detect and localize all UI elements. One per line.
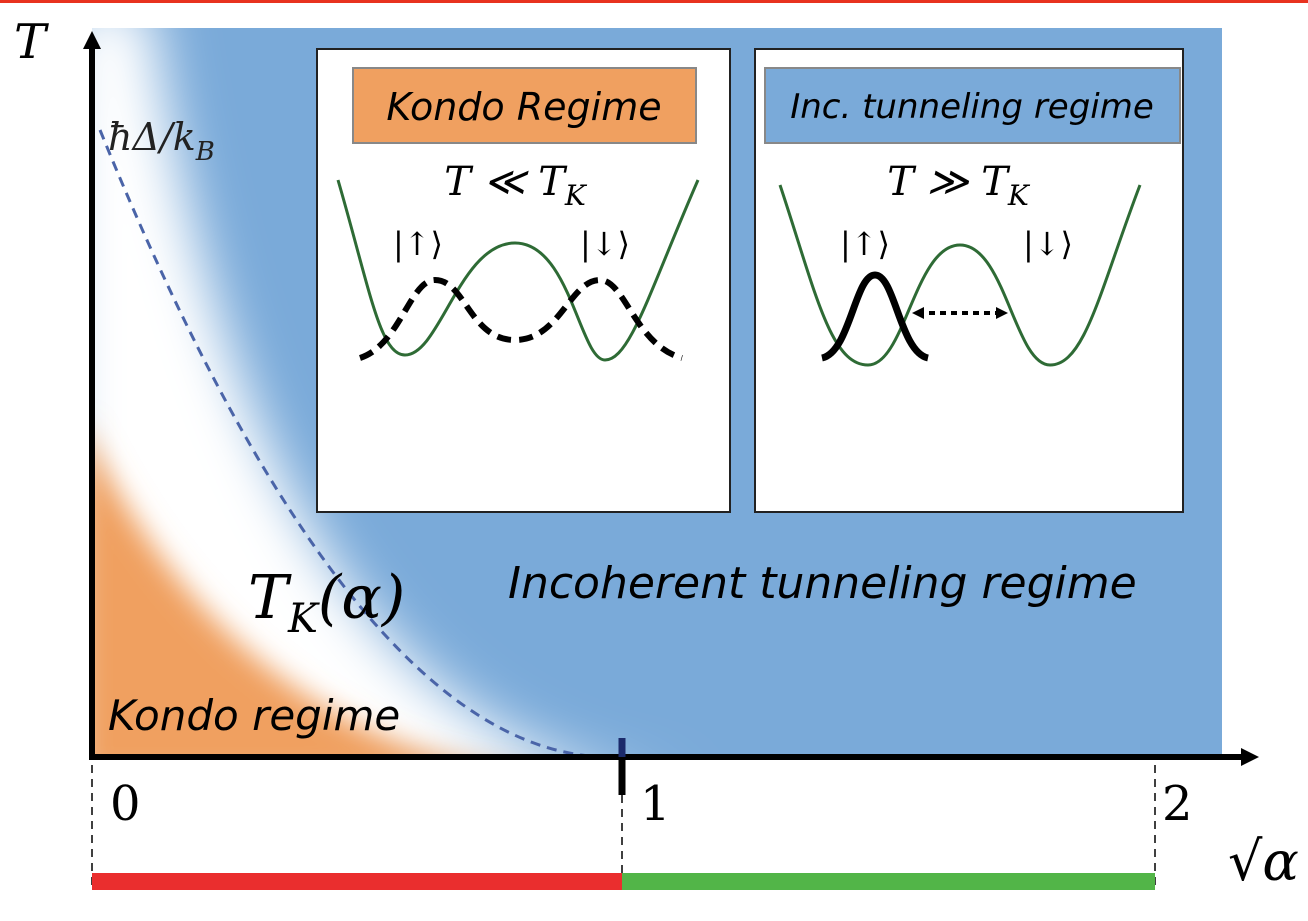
- incoherent-bar: [622, 873, 1155, 890]
- x-axis-label: √α: [1228, 830, 1299, 893]
- kondo-bar: [92, 873, 622, 890]
- state-label: |↑⟩: [840, 225, 890, 263]
- y-axis-label: T: [14, 14, 49, 70]
- inset-title: Inc. tunneling regime: [790, 87, 1154, 127]
- incoherent-label: Incoherent tunneling regime: [508, 558, 1137, 609]
- state-label: |↓⟩: [580, 225, 630, 263]
- kondo-label: Kondo regime: [108, 691, 400, 740]
- x-tick-label: 1: [640, 776, 671, 832]
- diagram: T √α 0 1 2 ħΔ/kB TK(α) Incoherent tunnel…: [0, 0, 1308, 921]
- curve-label: TK(α): [248, 563, 405, 642]
- inset-title: Kondo Regime: [386, 85, 661, 129]
- state-label: |↑⟩: [393, 225, 443, 263]
- x-tick-label: 0: [110, 776, 141, 832]
- state-label: |↓⟩: [1023, 225, 1073, 263]
- x-tick-label: 2: [1162, 776, 1193, 832]
